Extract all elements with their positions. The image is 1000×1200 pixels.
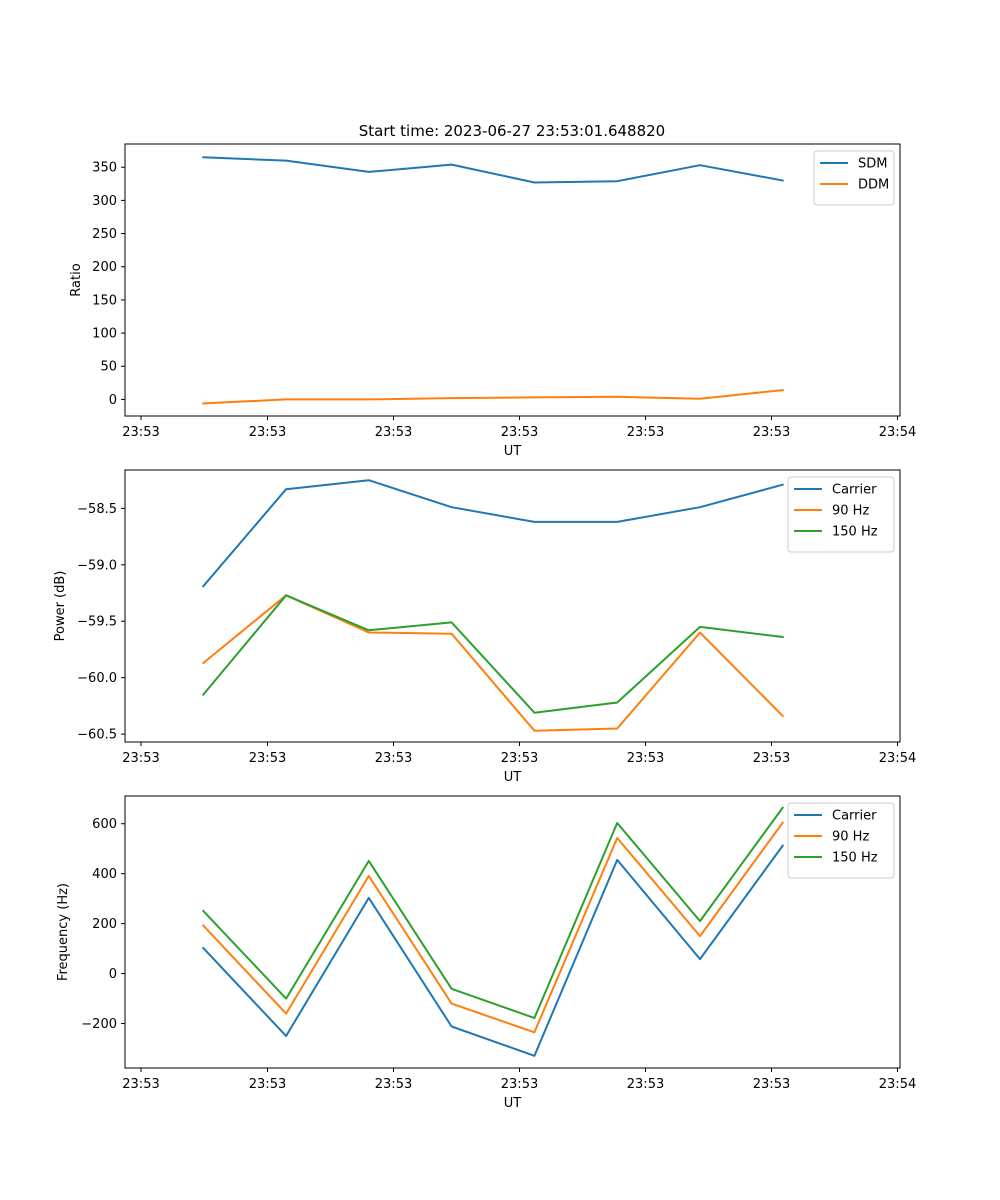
legend-label: 150 Hz <box>832 851 878 866</box>
x-tick-label: 23:53 <box>627 425 664 440</box>
y-tick-label: 600 <box>92 817 117 832</box>
y-tick-label: 150 <box>92 293 117 308</box>
x-tick-label: 23:53 <box>627 1077 664 1092</box>
legend-label: 90 Hz <box>832 504 869 519</box>
series-line-sdm <box>202 156 784 184</box>
y-tick-label: −59.0 <box>77 558 117 573</box>
x-tick-label: 23:53 <box>753 751 790 766</box>
plot-area-frame <box>124 795 901 1069</box>
series-line-carrier <box>201 479 784 588</box>
y-tick-label: 0 <box>109 967 117 982</box>
y-tick-label: 100 <box>92 327 117 342</box>
series-line-carrier <box>201 844 785 1057</box>
x-tick-label: 23:54 <box>879 425 916 440</box>
x-tick-label: 23:53 <box>501 751 538 766</box>
legend-label: Carrier <box>832 483 877 498</box>
chart-panel-3: 23:53 23:53 23:53 23:53 23:53 23:53 23:54 −200 0… <box>56 795 916 1111</box>
series-line-150-hz <box>201 806 785 1019</box>
x-axis-label: UT <box>504 444 522 459</box>
x-axis-label: UT <box>504 1096 522 1111</box>
y-tick-label: −58.5 <box>77 502 117 517</box>
legend: Carrier 90 Hz 150 Hz <box>787 476 895 553</box>
plot-area-frame <box>124 143 901 417</box>
figure-title: Start time: 2023-06-27 23:53:01.648820 <box>359 122 665 140</box>
x-tick-label: 23:53 <box>249 1077 286 1092</box>
x-tick-label: 23:53 <box>122 751 159 766</box>
y-tick-label: −60.5 <box>77 728 117 743</box>
y-axis-label: Power (dB) <box>53 571 68 642</box>
y-tick-label: 300 <box>92 194 117 209</box>
x-axis-label: UT <box>504 770 522 785</box>
x-tick-label: 23:53 <box>627 751 664 766</box>
series-line-90-hz <box>201 821 785 1034</box>
y-tick-label: 200 <box>92 260 117 275</box>
series-line-ddm <box>202 389 784 405</box>
x-tick-label: 23:53 <box>753 425 790 440</box>
y-tick-label: −60.0 <box>77 671 117 686</box>
legend-box <box>813 150 895 206</box>
y-axis-label: Frequency (Hz) <box>56 883 71 981</box>
legend-label: SDM <box>858 157 887 172</box>
x-tick-label: 23:53 <box>122 1077 159 1092</box>
x-tick-label: 23:53 <box>375 751 412 766</box>
x-tick-label: 23:53 <box>375 425 412 440</box>
chart-panel-1: 23:53 23:53 23:53 23:53 23:53 23:53 23:54 0 50 10… <box>69 143 916 459</box>
y-tick-label: 50 <box>100 360 117 375</box>
x-tick-label: 23:53 <box>375 1077 412 1092</box>
legend-label: DDM <box>858 178 889 193</box>
y-tick-label: −200 <box>81 1017 117 1032</box>
x-tick-label: 23:53 <box>501 425 538 440</box>
x-tick-label: 23:53 <box>249 425 286 440</box>
legend-box <box>787 802 895 879</box>
x-tick-label: 23:54 <box>879 751 916 766</box>
legend-box <box>787 476 895 553</box>
legend: SDM DDM <box>813 150 895 206</box>
chart-panel-2: 23:53 23:53 23:53 23:53 23:53 23:53 23:54 −60.5… <box>53 469 916 785</box>
legend-label: Carrier <box>832 809 877 824</box>
legend: Carrier 90 Hz 150 Hz <box>787 802 895 879</box>
y-axis-label: Ratio <box>69 263 84 296</box>
legend-label: 90 Hz <box>832 830 869 845</box>
series-line-150-hz <box>201 594 784 714</box>
x-tick-label: 23:53 <box>122 425 159 440</box>
y-tick-label: −59.5 <box>77 615 117 630</box>
y-tick-label: 400 <box>92 867 117 882</box>
y-tick-label: 350 <box>92 161 117 176</box>
x-tick-label: 23:53 <box>501 1077 538 1092</box>
x-tick-label: 23:53 <box>753 1077 790 1092</box>
x-tick-label: 23:54 <box>879 1077 916 1092</box>
y-tick-label: 0 <box>109 393 117 408</box>
x-tick-label: 23:53 <box>249 751 286 766</box>
y-tick-label: 200 <box>92 917 117 932</box>
y-tick-label: 250 <box>92 227 117 242</box>
legend-label: 150 Hz <box>832 525 878 540</box>
plot-area-frame <box>124 469 901 743</box>
